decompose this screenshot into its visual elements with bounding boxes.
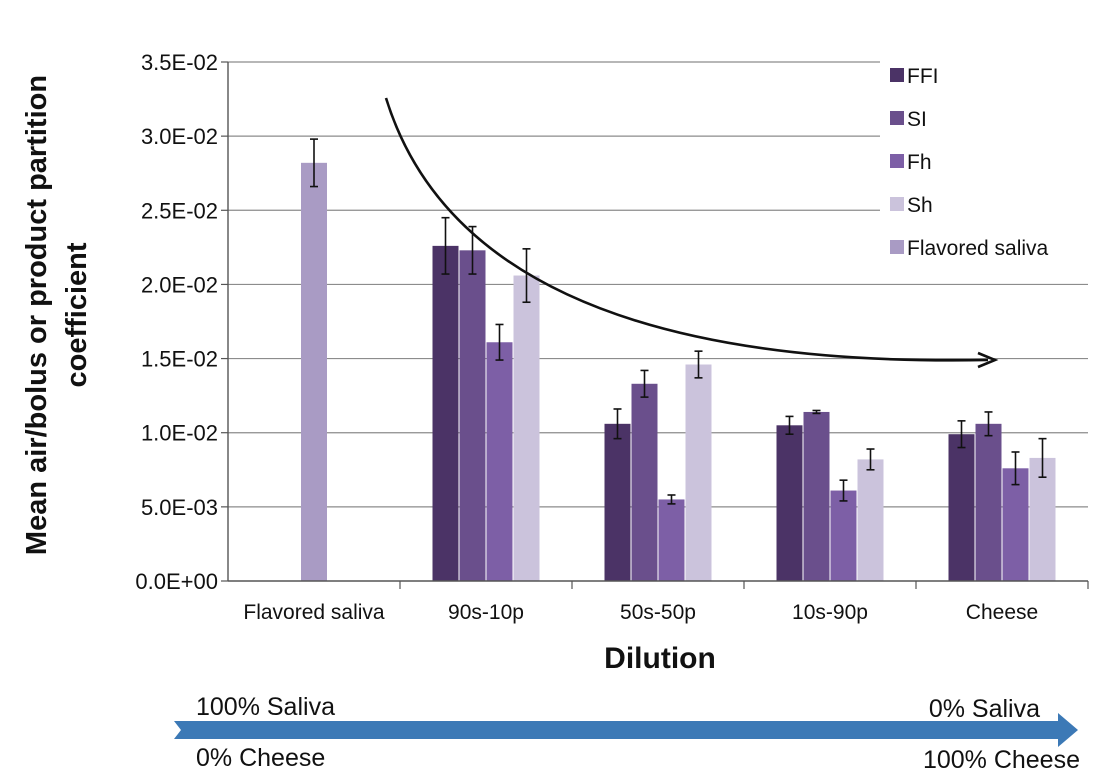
legend-swatch-si: [890, 111, 904, 125]
bar-fh-10s-90p: [830, 490, 857, 581]
y-tick-label: 2.5E-02: [141, 198, 218, 223]
error-bar-sh-10s-90p: [866, 448, 875, 471]
legend: FFI SI Fh Sh Flavored saliva: [880, 58, 1090, 276]
dilution-right-bottom: 100% Cheese: [923, 746, 1080, 774]
error-bar-ffi-50s-50p: [613, 408, 622, 440]
bar-sh-50s-50p: [685, 364, 712, 581]
error-bar-ffi-cheese: [957, 420, 966, 449]
legend-label-fh: Fh: [907, 151, 932, 174]
bar-ffi-cheese: [948, 434, 975, 581]
error-bar-si-cheese: [984, 411, 993, 437]
legend-swatch-flavored-saliva: [890, 240, 904, 254]
y-tick-label: 1.0E-02: [141, 421, 218, 446]
bar-sh-cheese: [1029, 457, 1056, 581]
bar-fh-cheese: [1002, 468, 1029, 581]
dilution-right-top: 0% Saliva: [929, 695, 1040, 723]
bar-sh-90s-10p: [513, 275, 540, 581]
dilution-arrow-shape: [174, 713, 1078, 747]
error-bar-fh-90s-10p: [495, 323, 504, 361]
legend-label-flavored-saliva: Flavored saliva: [907, 237, 1049, 260]
legend-swatch-sh: [890, 197, 904, 211]
x-tick-label: Cheese: [966, 601, 1038, 624]
legend-label-sh: Sh: [907, 194, 933, 217]
x-axis-title: Dilution: [604, 642, 716, 675]
bar-fh-90s-10p: [486, 342, 513, 581]
bar-flavored-saliva-flavored-saliva: [301, 162, 327, 581]
error-bar-fh-cheese: [1011, 451, 1020, 486]
legend-swatch-ffi: [890, 68, 904, 82]
bar-si-10s-90p: [803, 411, 830, 581]
y-tick-label: 5.0E-03: [141, 495, 218, 520]
error-bar-flavored-saliva-flavored-saliva: [310, 138, 318, 188]
bar-ffi-90s-10p: [432, 245, 459, 582]
bar-si-50s-50p: [631, 383, 658, 581]
y-tick-label: 0.0E+00: [135, 569, 218, 594]
y-tick-label: 3.0E-02: [141, 124, 218, 149]
gridlines: [228, 61, 1088, 508]
bar-si-90s-10p: [459, 250, 486, 581]
error-bar-fh-50s-50p: [667, 494, 676, 505]
bar-sh-10s-90p: [857, 459, 884, 581]
error-bar-fh-10s-90p: [839, 479, 848, 502]
legend-label-si: SI: [907, 108, 927, 131]
bars: [301, 162, 1056, 582]
error-bar-sh-50s-50p: [694, 350, 703, 379]
error-bar-ffi-90s-10p: [441, 216, 450, 275]
dilution-left-bottom: 0% Cheese: [196, 744, 325, 772]
x-tick-label: Flavored saliva: [243, 601, 385, 624]
legend-label-ffi: FFI: [907, 65, 939, 88]
axes: 0.0E+00 5.0E-03 1.0E-02 1.5E-02 2.0E-02 2.5E-…: [135, 50, 1089, 624]
y-tick-label: 1.5E-02: [141, 347, 218, 372]
x-tick-label: 50s-50p: [620, 601, 696, 624]
error-bar-si-10s-90p: [812, 409, 821, 415]
y-tick-label: 2.0E-02: [141, 272, 218, 297]
trend-arrow: [384, 97, 999, 369]
error-bar-sh-90s-10p: [522, 248, 531, 304]
trend-arrow-head: [977, 351, 999, 369]
x-tick-label: 10s-90p: [792, 601, 868, 624]
legend-background: [880, 58, 1090, 276]
dilution-left-top: 100% Saliva: [196, 693, 335, 721]
y-axis-title-group: Mean air/bolus or product partition coef…: [21, 75, 93, 555]
bar-si-cheese: [975, 423, 1002, 581]
y-axis-title-line-2: coefficient: [61, 242, 93, 387]
legend-swatch-fh: [890, 154, 904, 168]
dilution-arrow: 100% Saliva 0% Cheese 0% Saliva 100% Che…: [174, 693, 1080, 774]
bar-ffi-50s-50p: [604, 423, 631, 581]
x-tick-label: 90s-10p: [448, 601, 524, 624]
error-bar-sh-cheese: [1038, 437, 1047, 479]
y-axis-title-line-1: Mean air/bolus or product partition: [21, 75, 53, 555]
y-tick-label: 3.5E-02: [141, 50, 218, 75]
error-bar-ffi-10s-90p: [785, 415, 794, 435]
bar-fh-50s-50p: [658, 499, 685, 581]
error-bar-si-50s-50p: [640, 369, 649, 398]
bar-ffi-10s-90p: [776, 425, 803, 581]
trend-arrow-curve: [384, 97, 989, 362]
